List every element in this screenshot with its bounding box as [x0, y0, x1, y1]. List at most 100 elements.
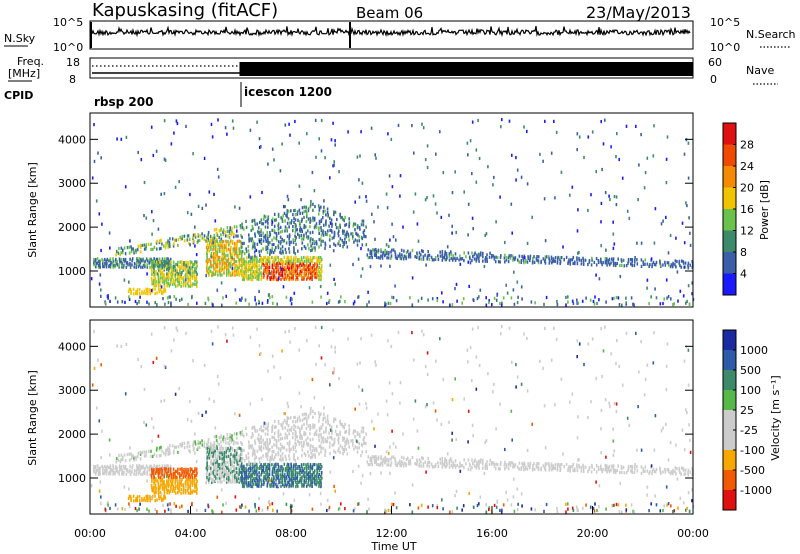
velocity-cell — [448, 459, 451, 463]
velocity-cell — [110, 468, 113, 472]
power-cell — [375, 247, 377, 252]
velocity-cell — [142, 464, 144, 468]
power-cell — [369, 249, 372, 253]
power-cell — [505, 283, 507, 287]
power-cell — [266, 275, 269, 279]
velocity-cell — [182, 475, 185, 479]
power-cell — [315, 267, 318, 271]
velocity-cell — [183, 487, 185, 491]
power-cell — [245, 271, 248, 276]
velocity-cell — [128, 487, 130, 491]
velocity-cell — [208, 456, 211, 460]
velocity-cell — [160, 492, 163, 496]
velocity-cell — [267, 424, 269, 428]
power-cell — [417, 299, 420, 303]
power-cell — [320, 295, 322, 299]
power-cell — [169, 263, 172, 267]
power-cell — [106, 261, 108, 265]
power-cell — [194, 235, 197, 239]
velocity-cell — [186, 441, 189, 445]
power-cell — [139, 261, 142, 265]
power-cell — [96, 257, 99, 261]
velocity-cell — [379, 463, 381, 467]
power-cell — [187, 280, 189, 284]
velocity-cell — [109, 464, 112, 468]
power-cell — [217, 273, 219, 277]
power-cell — [412, 210, 415, 214]
power-cell — [450, 250, 452, 254]
power-cell — [614, 263, 617, 268]
power-cell — [329, 176, 331, 180]
velocity-cell — [476, 462, 478, 466]
power-cell — [273, 228, 275, 232]
power-cell — [416, 255, 418, 259]
velocity-cell — [648, 471, 650, 476]
velocity-cell — [640, 465, 643, 469]
power-cell — [347, 232, 350, 236]
velocity-cell — [240, 441, 242, 445]
power-cell — [213, 252, 215, 256]
velocity-cell — [612, 427, 614, 431]
power-cell — [492, 183, 494, 187]
velocity-cell — [621, 383, 624, 387]
velocity-cell — [222, 439, 225, 444]
power-cell — [192, 282, 194, 286]
power-cell — [691, 281, 693, 285]
velocity-cell — [370, 456, 373, 461]
power-cell — [314, 271, 316, 275]
power-cell — [171, 282, 174, 286]
power-cell — [282, 268, 284, 272]
velocity-cell — [331, 431, 333, 435]
velocity-cell — [217, 480, 219, 484]
velocity-cell — [213, 435, 216, 439]
velocity-cell — [606, 466, 608, 470]
y-tick-label: 2000 — [58, 221, 86, 234]
velocity-cell — [240, 463, 243, 467]
power-cell — [167, 239, 169, 243]
power-cell — [358, 178, 360, 182]
velocity-cell — [282, 458, 284, 462]
velocity-cell — [348, 424, 350, 428]
velocity-cell — [206, 468, 209, 472]
velocity-cell — [405, 464, 407, 468]
power-cell — [493, 255, 496, 260]
velocity-cell — [348, 429, 350, 434]
power-cell — [373, 220, 375, 224]
velocity-cell — [582, 467, 585, 471]
velocity-cell — [296, 435, 298, 439]
power-cell — [264, 225, 267, 229]
power-cell — [275, 234, 278, 238]
velocity-cell — [260, 484, 262, 488]
velocity-cell — [537, 468, 540, 472]
power-cell — [225, 273, 228, 277]
power-cell — [268, 262, 271, 266]
power-cell — [482, 251, 484, 255]
velocity-cell — [281, 465, 283, 469]
power-cell — [322, 209, 325, 213]
power-cell — [565, 255, 568, 259]
power-cell — [150, 266, 153, 271]
power-cell — [143, 247, 146, 251]
power-cell — [600, 201, 603, 205]
power-cell — [99, 273, 102, 277]
power-cell — [266, 231, 268, 235]
power-cell — [118, 247, 120, 251]
velocity-cell — [268, 463, 271, 467]
velocity-cell — [129, 472, 132, 476]
power-cell — [646, 286, 648, 290]
power-cell — [125, 135, 128, 139]
power-cell — [281, 266, 284, 270]
power-cell — [225, 294, 227, 298]
power-cell — [666, 261, 669, 265]
power-cell — [296, 268, 299, 272]
power-cell — [391, 222, 393, 226]
power-cell — [236, 271, 238, 275]
power-cell — [157, 282, 160, 286]
velocity-cell — [219, 451, 221, 455]
power-cell — [194, 278, 196, 282]
velocity-cell — [135, 472, 137, 476]
power-cell — [120, 251, 122, 255]
velocity-cell — [367, 455, 370, 459]
power-cell — [213, 233, 216, 238]
power-cell — [229, 251, 232, 255]
